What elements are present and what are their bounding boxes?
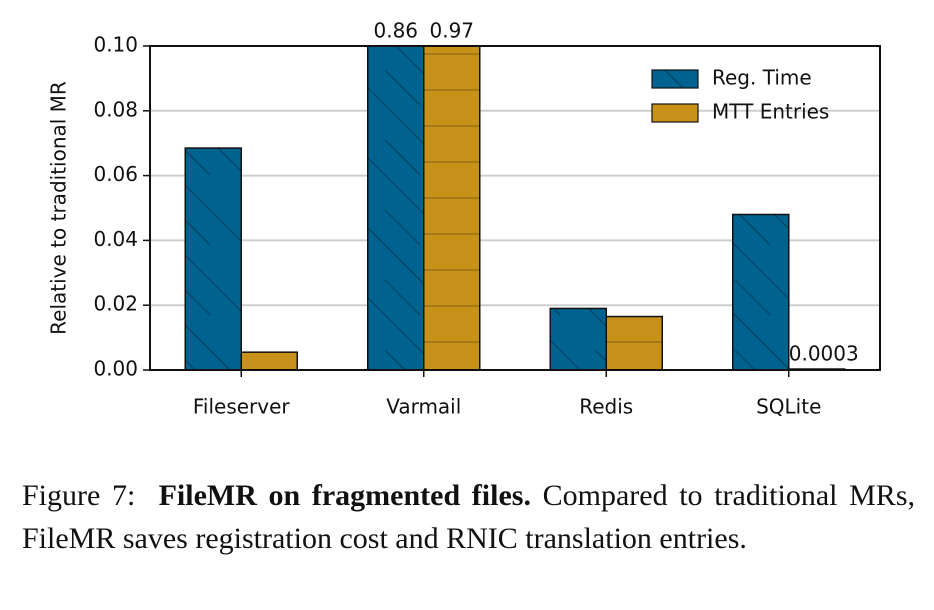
chart: Relative to traditional MR 0.00 0.02 0.04 0… [47,19,881,419]
legend-label: Reg. Time [712,66,812,90]
y-tick-label: 0.10 [93,33,138,57]
bar-hatch [606,316,663,370]
caption: Figure 7: FileMR on fragmented files. Co… [22,474,915,560]
y-axis-label: Relative to traditional MR [47,81,71,335]
y-tick-label: 0.06 [93,162,138,186]
value-label: 0.0003 [789,342,859,366]
bar-hatch [241,352,298,370]
plot-bars [184,46,846,370]
plot-frame [149,45,881,371]
bar-hatch [550,308,607,370]
x-tick-label: Redis [579,395,633,419]
bar-hatch [423,46,480,370]
value-label: 0.97 [429,19,474,43]
legend-label: MTT Entries [712,100,829,124]
value-label: 0.86 [373,19,418,43]
y-tick-label: 0.00 [93,357,138,381]
bar-hatch [367,46,424,370]
x-tick-label: SQLite [756,395,821,419]
bar-hatch [732,214,789,370]
legend-swatch-hatch [652,70,698,88]
y-tick-label: 0.04 [93,227,138,251]
y-tick-label: 0.02 [93,292,138,316]
caption-label: Figure 7: [22,479,136,512]
legend-swatch-hatch [652,104,698,122]
caption-text: Compared to traditional MRs, FileMR save… [22,479,915,555]
bar-hatch [185,148,242,370]
y-tick-label: 0.08 [93,97,138,121]
x-tick-label: Varmail [386,395,461,419]
caption-bold: FileMR on fragmented files. [158,479,531,512]
x-tick-label: Fileserver [193,395,291,419]
